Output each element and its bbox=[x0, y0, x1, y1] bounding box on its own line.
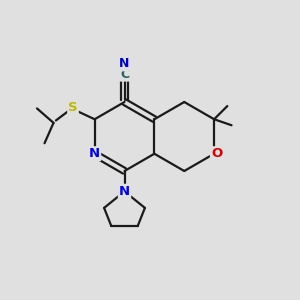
Text: N: N bbox=[89, 147, 100, 160]
Text: O: O bbox=[211, 147, 222, 160]
Text: C: C bbox=[120, 68, 129, 81]
Text: N: N bbox=[119, 185, 130, 198]
Text: N: N bbox=[119, 185, 130, 198]
Text: N: N bbox=[119, 57, 130, 70]
Text: S: S bbox=[68, 101, 78, 114]
